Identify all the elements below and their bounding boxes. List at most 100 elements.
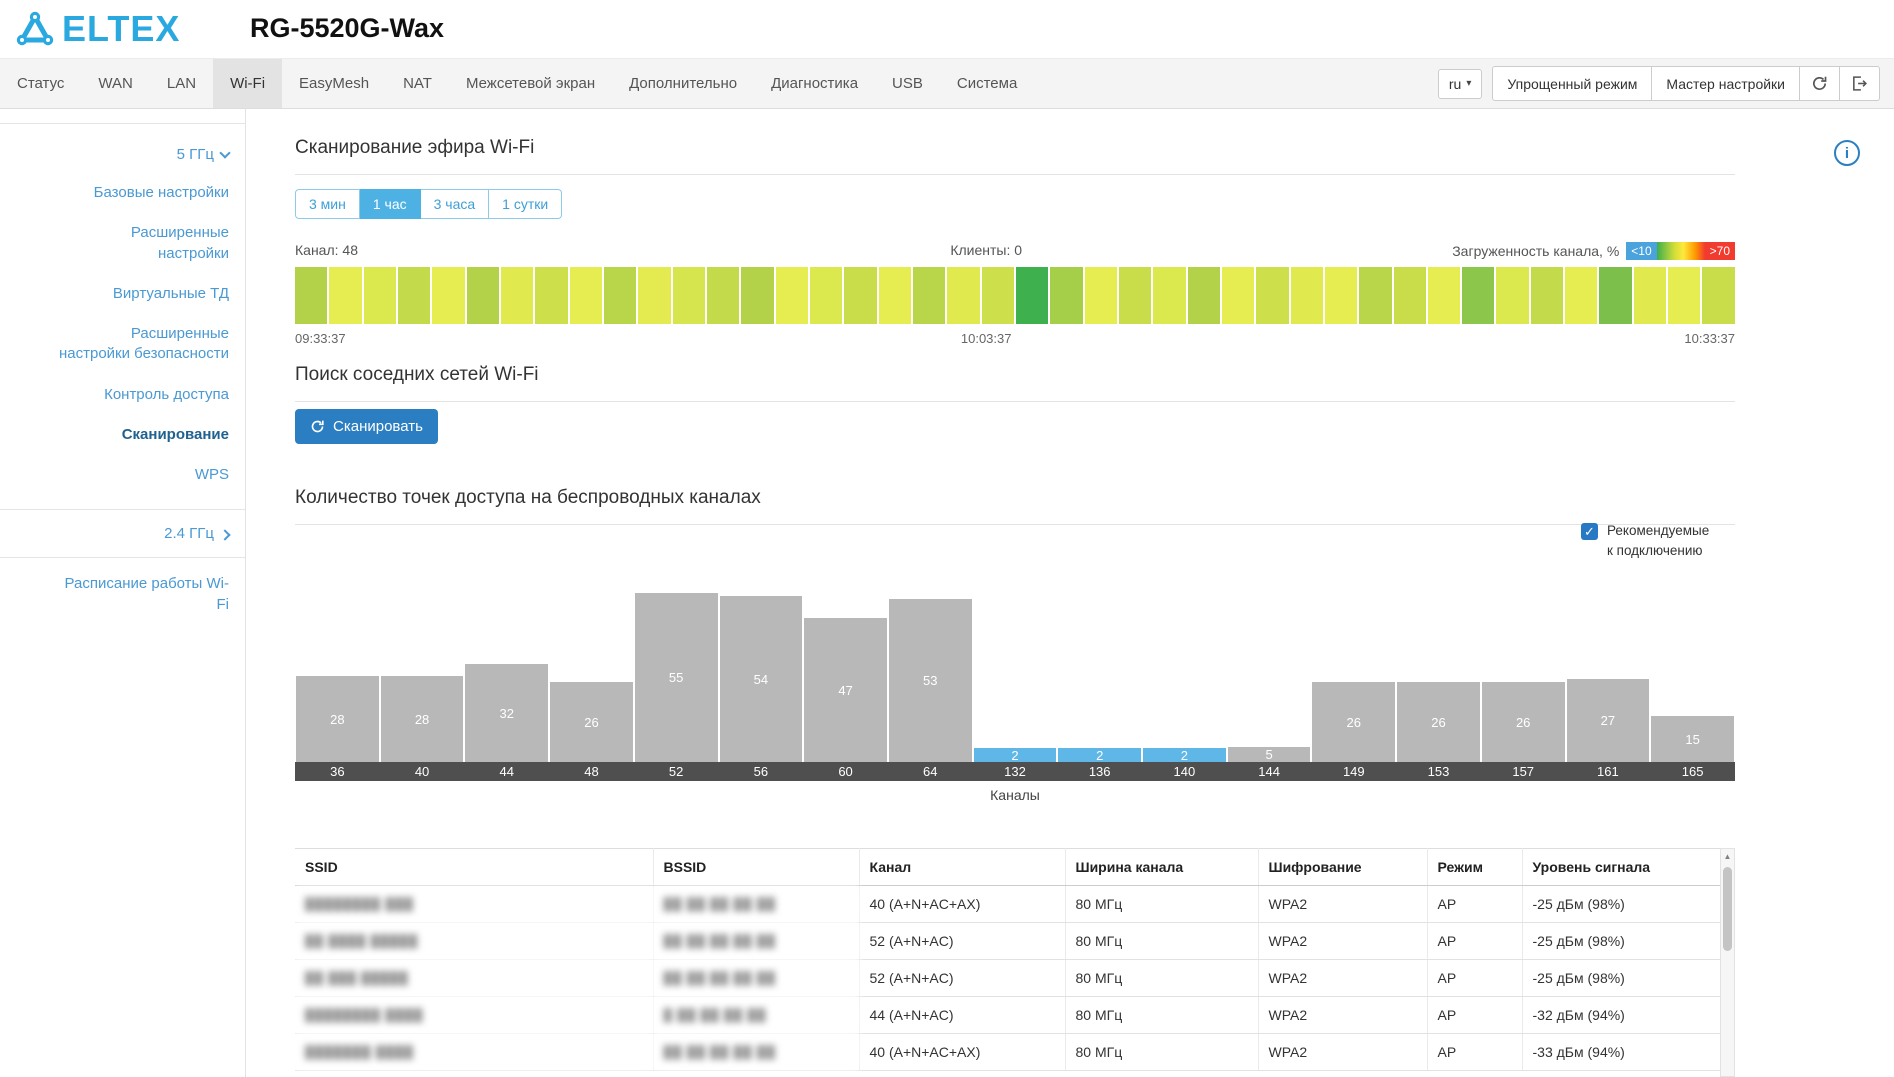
mode-button-group: Упрощенный режим Мастер настройки xyxy=(1492,66,1880,101)
nav-tab[interactable]: Дополнительно xyxy=(629,75,738,92)
chart-axis-channel: 132 xyxy=(1004,764,1026,779)
simple-mode-button[interactable]: Упрощенный режим xyxy=(1492,66,1653,101)
chart-channel-axis: 36 40 44 48 52 56 60 64 132 136 140 144 149 153 157 161… xyxy=(295,762,1735,781)
chart-bar-44: 32 xyxy=(465,664,549,762)
chart-bar-56: 54 xyxy=(719,596,803,762)
load-segment xyxy=(329,267,362,324)
cell-ssid: ██ ███ █████ xyxy=(295,959,654,997)
recommended-checkbox[interactable]: ✓ xyxy=(1581,523,1598,540)
nav-tab[interactable]: Wi-Fi xyxy=(213,59,283,108)
chart-slot: 53 xyxy=(888,599,973,762)
table-row[interactable]: ██ ███ █████ ██ ██ ██ ██ ██ 52 (A+N+AC) 80 … xyxy=(295,959,1720,997)
load-segment xyxy=(809,267,843,324)
cell-mode: AP xyxy=(1427,885,1523,923)
nav-tab[interactable]: Система xyxy=(956,75,1018,92)
chart-slot: 15 xyxy=(1650,716,1735,762)
load-segment xyxy=(741,267,774,324)
nav-tab[interactable]: Межсетевой экран xyxy=(465,75,596,92)
chart-slot: 28 xyxy=(295,676,380,762)
load-segment xyxy=(912,267,946,324)
language-selector[interactable]: ru ▾ xyxy=(1437,68,1483,99)
cell-signal: -25 дБм (98%) xyxy=(1522,959,1720,997)
scan-button-label: Сканировать xyxy=(333,418,423,435)
sidebar-band-5ghz-toggle[interactable]: 5 ГГц xyxy=(0,132,245,173)
cell-ssid: ██ ████ █████ xyxy=(295,922,654,960)
sidebar-item[interactable]: Контроль доступа xyxy=(104,385,229,403)
eltex-logo: ELTEX xyxy=(14,8,180,50)
nav-tab[interactable]: NAT xyxy=(403,75,432,92)
load-segment xyxy=(981,267,1014,324)
chart-axis-channel: 161 xyxy=(1597,764,1619,779)
load-segment xyxy=(363,267,396,324)
device-title: RG-5520G-Wax xyxy=(250,13,445,43)
load-segment xyxy=(1633,267,1667,324)
load-segment xyxy=(1393,267,1426,324)
nav-tab[interactable]: Диагностика xyxy=(771,75,859,92)
scan-button[interactable]: Сканировать xyxy=(295,409,438,444)
table-row[interactable]: ████████ ███ ██ ██ ██ ██ ██ 40 (A+N+AC+AX)… xyxy=(295,885,1720,923)
chart-bars: 28 28 32 26 55 54 47 53 2 2 2 5 26 26 26 27 15 xyxy=(295,570,1735,763)
sidebar-item[interactable]: Сканирование xyxy=(121,425,229,443)
logout-button[interactable] xyxy=(1840,66,1880,101)
sidebar-item[interactable]: Виртуальные ТД xyxy=(112,284,229,302)
load-segment xyxy=(947,267,980,324)
table-row[interactable]: ██ ████ █████ ██ ██ ██ ██ ██ 52 (A+N+AC) 80… xyxy=(295,922,1720,960)
cell-signal: -32 дБм (94%) xyxy=(1522,996,1720,1034)
cell-mode: AP xyxy=(1427,922,1523,960)
load-segment xyxy=(500,267,534,324)
strip-times-row: 09:33:37 10:03:37 10:33:37 xyxy=(295,331,1735,347)
info-icon[interactable]: i xyxy=(1834,140,1860,166)
column-header: Канал xyxy=(859,848,1066,886)
sidebar-band-24ghz-toggle[interactable]: 2.4 ГГц xyxy=(0,510,245,557)
load-segment xyxy=(432,267,465,324)
language-value: ru xyxy=(1448,75,1462,92)
clients-label: Клиенты: 0 xyxy=(950,242,1023,258)
setup-wizard-button[interactable]: Мастер настройки xyxy=(1652,66,1800,101)
time-start: 09:33:37 xyxy=(295,331,346,346)
time-range-button[interactable]: 1 сутки xyxy=(489,189,563,219)
sidebar-item[interactable]: WPS xyxy=(194,466,229,483)
cell-mode: AP xyxy=(1427,996,1523,1034)
sidebar-item[interactable]: Базовые настройки xyxy=(93,184,229,201)
nav-tab[interactable]: WAN xyxy=(98,75,133,92)
load-segment xyxy=(397,267,431,324)
channel-load-strip xyxy=(295,267,1735,324)
load-segment xyxy=(1359,267,1392,324)
nav-tab[interactable]: EasyMesh xyxy=(299,75,370,92)
sidebar-item[interactable]: Расширенные настройки xyxy=(130,224,229,262)
nav-tab[interactable]: LAN xyxy=(166,75,197,92)
load-segment xyxy=(672,267,705,324)
time-range-button[interactable]: 3 часа xyxy=(420,189,490,219)
sidebar-item-wifi-schedule[interactable]: Расписание работы Wi-Fi xyxy=(64,575,229,613)
cell-bssid: ██ ██ ██ ██ ██ xyxy=(653,922,860,960)
nav-tabs: Статус WAN LAN Wi-Fi EasyMesh NAT Межсетевой э… xyxy=(0,59,1034,108)
time-range-button[interactable]: 3 мин xyxy=(295,189,360,219)
chart-slot: 28 xyxy=(380,676,465,762)
sidebar-item[interactable]: Расширенные настройки безопасности xyxy=(59,325,229,363)
cell-width: 80 МГц xyxy=(1065,996,1259,1034)
chart-bar-52: 55 xyxy=(634,593,718,762)
time-range-button[interactable]: 1 час xyxy=(359,189,421,219)
cell-width: 80 МГц xyxy=(1065,1033,1259,1071)
chart-section-title: Количество точек доступа на беспроводных… xyxy=(295,487,1735,525)
scrollbar-thumb[interactable] xyxy=(1723,867,1732,951)
cell-width: 80 МГц xyxy=(1065,922,1259,960)
scroll-up-arrow-icon[interactable]: ▲ xyxy=(1723,852,1732,861)
chart-axis-channel: 140 xyxy=(1173,764,1196,779)
time-mid: 10:03:37 xyxy=(960,331,1012,346)
scan-section-title: Сканирование эфира Wi-Fi xyxy=(295,137,1735,175)
chart-bar-165: 15 xyxy=(1651,716,1734,762)
refresh-button[interactable] xyxy=(1800,66,1840,101)
nav-tab[interactable]: Статус xyxy=(17,75,65,92)
nav-tab[interactable]: USB xyxy=(892,75,923,92)
load-segment xyxy=(1496,267,1529,324)
table-scrollbar[interactable]: ▲ xyxy=(1720,848,1735,1077)
chart-bar-40: 28 xyxy=(380,676,464,762)
chevron-right-icon xyxy=(219,529,231,541)
chart-slot: 5 xyxy=(1227,747,1312,762)
cell-signal: -25 дБм (98%) xyxy=(1522,922,1720,960)
chart-slot: 27 xyxy=(1566,679,1651,762)
table-row[interactable]: ████████ ████ █ ██ ██ ██ ██ 44 (A+N+AC) 80 … xyxy=(295,996,1720,1034)
cell-signal: -25 дБм (98%) xyxy=(1522,885,1720,923)
table-row[interactable]: ███████ ████ ██ ██ ██ ██ ██ 40 (A+N+AC+AX)… xyxy=(295,1033,1720,1071)
